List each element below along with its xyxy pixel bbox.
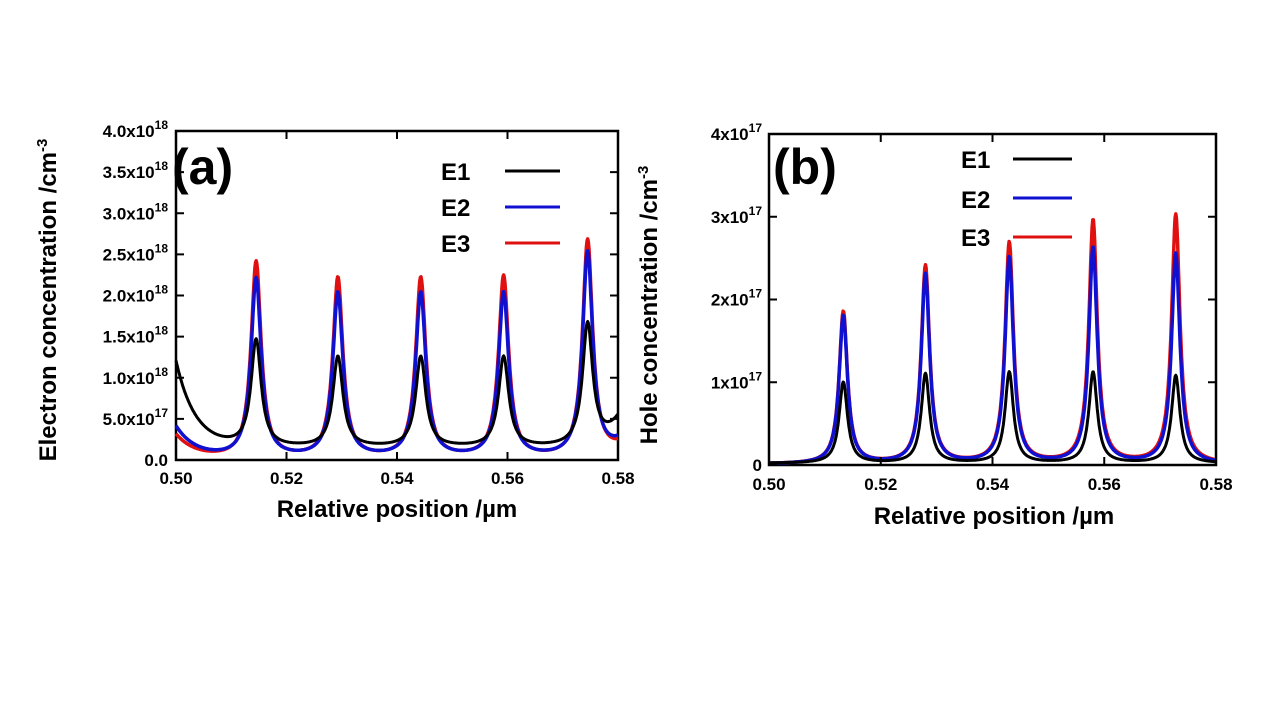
y-tick-label-b: 0 xyxy=(753,456,762,475)
legend-label-e3-b: E3 xyxy=(961,225,990,252)
panel-b: 0.50 0.52 0.54 0.56 0.58 0 1x1017 2x1017 3x1017… xyxy=(635,121,1233,530)
y-axis-title-a: Electron concentration /cm-3 xyxy=(34,139,62,462)
y-tick-label-a: 3.5x1018 xyxy=(103,159,169,182)
legend-label-e1-a: E1 xyxy=(441,159,470,186)
x-tick-label-a: 0.52 xyxy=(270,469,303,488)
legend-b: E1 E2 E3 xyxy=(961,147,1072,252)
y-tick-label-a: 1.5x1018 xyxy=(103,324,169,347)
x-ticks-b: 0.50 0.52 0.54 0.56 0.58 xyxy=(752,134,1233,494)
y-tick-label-a: 3.0x1018 xyxy=(103,200,169,223)
series-line-e2-a xyxy=(174,249,620,453)
y-tick-label-b: 4x1017 xyxy=(711,121,763,144)
panel-label-a: (a) xyxy=(172,139,233,195)
y-tick-label-a: 4.0x1018 xyxy=(103,118,169,141)
legend-a: E1 E2 E3 xyxy=(441,159,560,258)
x-tick-label-b: 0.52 xyxy=(864,475,897,494)
series-group-a xyxy=(174,237,620,453)
panel-label-b: (b) xyxy=(773,139,837,195)
series-line-e2-b xyxy=(767,245,1218,465)
panel-a: 0.50 0.52 0.54 0.56 0.58 0.0 5.0x1017 1.0x1018… xyxy=(34,118,635,523)
y-axis-title-b: Hole concentration /cm-3 xyxy=(635,166,663,445)
x-tick-label-b: 0.58 xyxy=(1199,475,1232,494)
x-axis-title-b: Relative position /µm xyxy=(874,503,1115,530)
series-group-b xyxy=(767,212,1218,465)
x-tick-label-b: 0.56 xyxy=(1088,475,1121,494)
y-ticks-b: 0 1x1017 2x1017 3x1017 4x1017 xyxy=(711,121,1216,475)
legend-label-e1-b: E1 xyxy=(961,147,990,174)
y-tick-label-a: 2.5x1018 xyxy=(103,241,169,264)
y-tick-label-a: 5.0x1017 xyxy=(103,406,169,429)
x-tick-label-b: 0.54 xyxy=(976,475,1010,494)
legend-label-e2-a: E2 xyxy=(441,195,470,222)
y-tick-label-a: 2.0x1018 xyxy=(103,283,169,306)
y-tick-label-b: 2x1017 xyxy=(711,287,763,310)
x-axis-title-a: Relative position /µm xyxy=(277,496,518,523)
x-tick-label-a: 0.56 xyxy=(491,469,524,488)
x-tick-label-a: 0.54 xyxy=(380,469,414,488)
legend-label-e2-b: E2 xyxy=(961,187,990,214)
x-ticks-a: 0.50 0.52 0.54 0.56 0.58 xyxy=(159,131,635,488)
y-tick-label-a: 1.0x1018 xyxy=(103,365,169,388)
y-tick-label-b: 3x1017 xyxy=(711,204,763,227)
y-tick-label-a: 0.0 xyxy=(144,451,168,470)
x-tick-label-a: 0.50 xyxy=(159,469,192,488)
series-line-e1-a xyxy=(174,320,620,445)
x-tick-label-b: 0.50 xyxy=(752,475,785,494)
y-tick-label-b: 1x1017 xyxy=(711,369,763,392)
x-tick-label-a: 0.58 xyxy=(601,469,634,488)
y-ticks-a: 0.0 5.0x1017 1.0x1018 1.5x1018 2.0x1018 2.5x1… xyxy=(103,118,618,470)
legend-label-e3-a: E3 xyxy=(441,231,470,258)
series-line-e1-b xyxy=(768,370,1217,465)
